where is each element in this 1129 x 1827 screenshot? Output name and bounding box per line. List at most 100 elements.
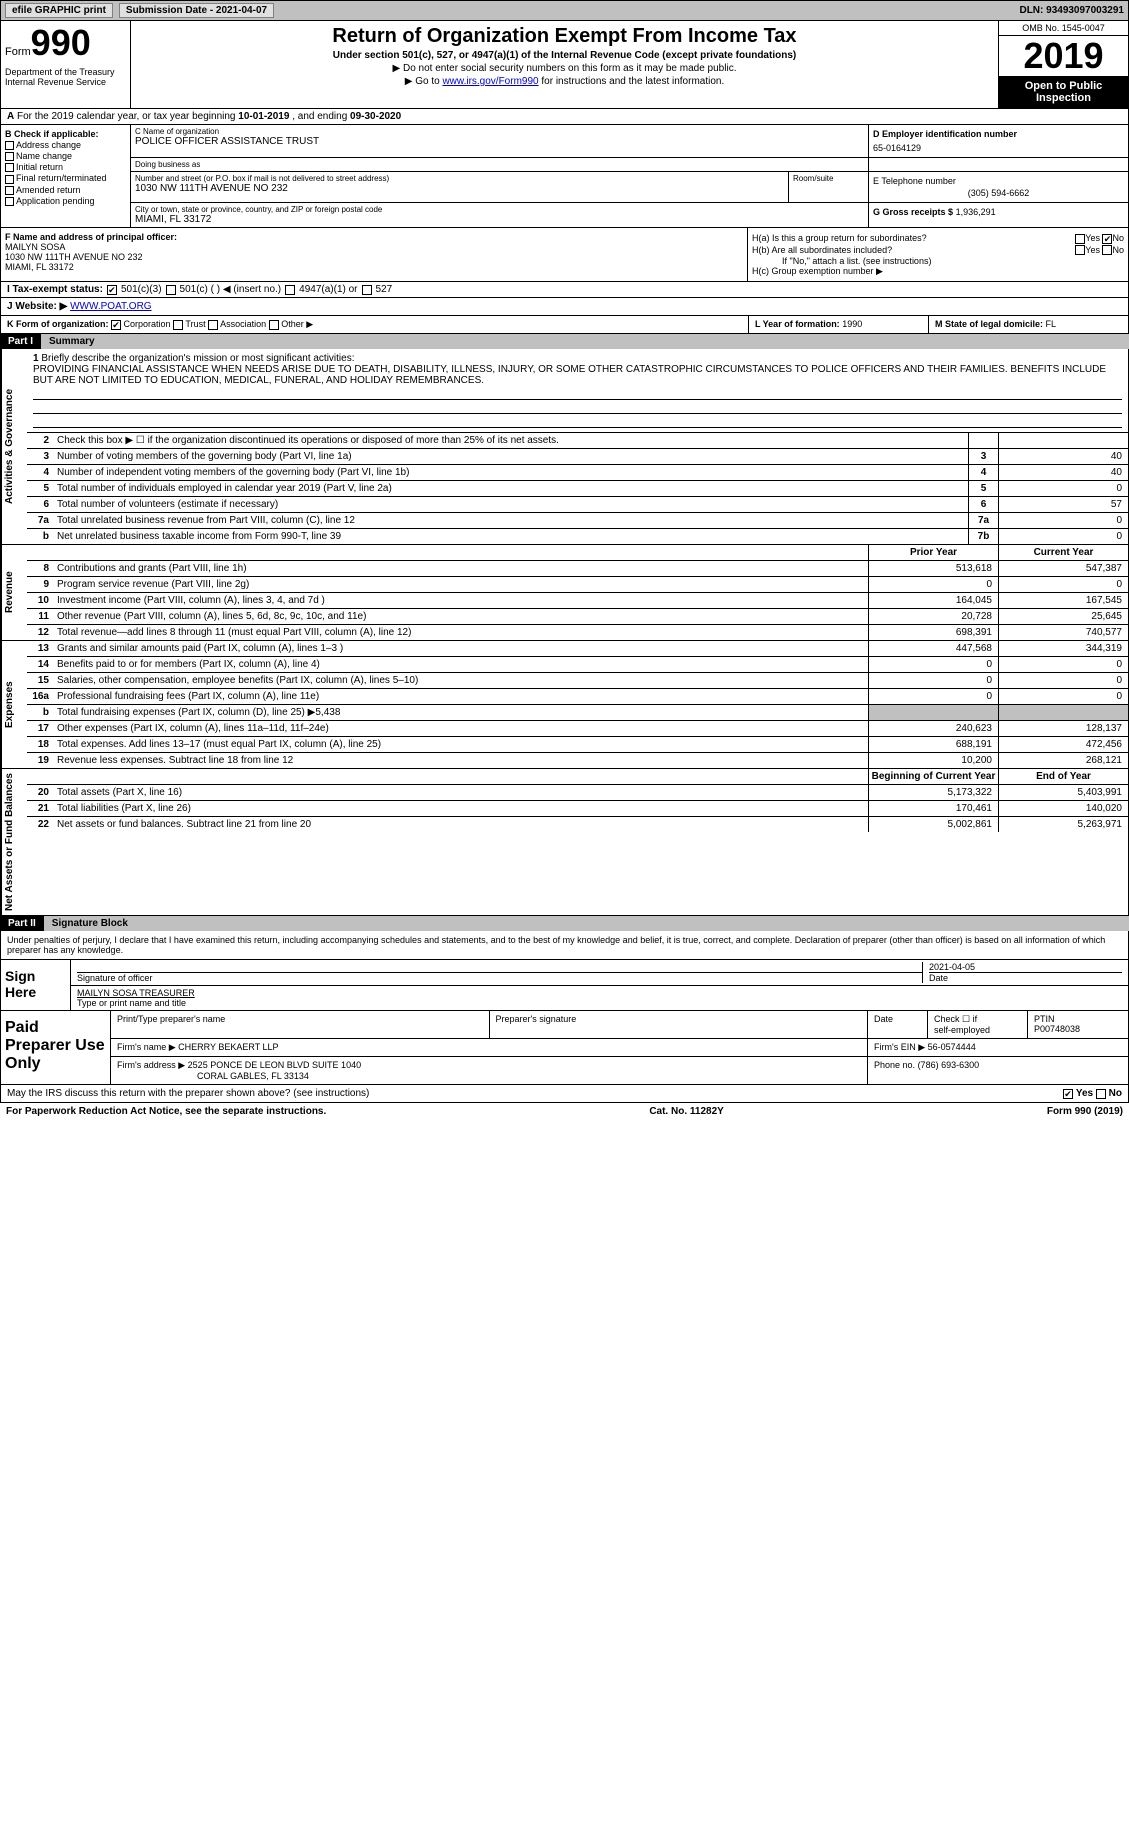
na-section: Net Assets or Fund Balances Beginning of… (0, 769, 1129, 916)
row-cy: 0 (998, 689, 1128, 704)
cb-app-pending[interactable]: Application pending (5, 196, 126, 206)
ha-yes[interactable] (1075, 234, 1085, 244)
note-link: ▶ Go to www.irs.gov/Form990 for instruct… (139, 76, 990, 87)
row-desc: Other revenue (Part VIII, column (A), li… (53, 609, 868, 624)
efile-button[interactable]: efile GRAPHIC print (5, 3, 113, 18)
ha-label: H(a) Is this a group return for subordin… (752, 233, 927, 244)
row-box (968, 433, 998, 448)
k-o2: Trust (185, 319, 205, 329)
i-527[interactable] (362, 285, 372, 295)
note-ssn: ▶ Do not enter social security numbers o… (139, 63, 990, 74)
hb-no[interactable] (1102, 245, 1112, 255)
f-addr1: 1030 NW 111TH AVENUE NO 232 (5, 252, 743, 262)
summary-row: 10 Investment income (Part VIII, column … (27, 593, 1128, 609)
cb-address-change[interactable]: Address change (5, 140, 126, 150)
discuss-no[interactable] (1096, 1089, 1106, 1099)
discuss-yes[interactable] (1063, 1089, 1073, 1099)
row-num: 18 (27, 737, 53, 752)
pra-notice: For Paperwork Reduction Act Notice, see … (6, 1106, 326, 1117)
row-city: City or town, state or province, country… (131, 203, 1128, 227)
k-o4: Other ▶ (281, 319, 313, 329)
cb-initial-return[interactable]: Initial return (5, 162, 126, 172)
part2-header: Part II Signature Block (0, 916, 1129, 931)
cb-label: Name change (16, 151, 72, 161)
row-num: 21 (27, 801, 53, 816)
part1-num: Part I (0, 334, 41, 349)
row-num: 9 (27, 577, 53, 592)
row-num: 12 (27, 625, 53, 640)
page-footer: For Paperwork Reduction Act Notice, see … (0, 1103, 1129, 1120)
top-toolbar: efile GRAPHIC print Submission Date - 20… (0, 0, 1129, 21)
phone-value: (305) 594-6662 (873, 188, 1124, 198)
addr-value: 1030 NW 111TH AVENUE NO 232 (135, 183, 784, 194)
row-cy: 25,645 (998, 609, 1128, 624)
k-other[interactable] (269, 320, 279, 330)
i-o2: 501(c) ( ) ◀ (insert no.) (180, 284, 282, 295)
row-num: 6 (27, 497, 53, 512)
summary-row: 19 Revenue less expenses. Subtract line … (27, 753, 1128, 768)
k-trust[interactable] (173, 320, 183, 330)
k-assoc[interactable] (208, 320, 218, 330)
line-a-begin: 10-01-2019 (238, 111, 289, 122)
row-num: 16a (27, 689, 53, 704)
summary-row: 2 Check this box ▶ ☐ if the organization… (27, 433, 1128, 449)
row-desc: Total assets (Part X, line 16) (53, 785, 868, 800)
row-desc: Check this box ▶ ☐ if the organization d… (53, 433, 968, 448)
row-cy: 0 (998, 657, 1128, 672)
prep-h3: Date (868, 1011, 928, 1038)
i-501c3[interactable] (107, 285, 117, 295)
row-py: 688,191 (868, 737, 998, 752)
row-cy (998, 705, 1128, 720)
hc-label: H(c) Group exemption number ▶ (752, 266, 1124, 277)
cb-amended[interactable]: Amended return (5, 185, 126, 195)
row-py: 698,391 (868, 625, 998, 640)
row-num: 14 (27, 657, 53, 672)
form-header: Form 990 Department of the Treasury Inte… (0, 21, 1129, 109)
row-desc: Professional fundraising fees (Part IX, … (53, 689, 868, 704)
row-py: 0 (868, 577, 998, 592)
title-box: Return of Organization Exempt From Incom… (131, 21, 998, 108)
vlabel-exp: Expenses (1, 641, 27, 768)
ha-no[interactable] (1102, 234, 1112, 244)
cy-hdr: Current Year (998, 545, 1128, 560)
firm-addr1: 2525 PONCE DE LEON BLVD SUITE 1040 (188, 1060, 361, 1070)
row-py (868, 705, 998, 720)
hb-yes[interactable] (1075, 245, 1085, 255)
row-py: 20,728 (868, 609, 998, 624)
row-py: 447,568 (868, 641, 998, 656)
i-o3: 4947(a)(1) or (299, 284, 357, 295)
row-num: 10 (27, 593, 53, 608)
row-num: 4 (27, 465, 53, 480)
prep-ptin: P00748038 (1034, 1024, 1080, 1034)
na-cy-hdr: End of Year (998, 769, 1128, 784)
vlabel-na: Net Assets or Fund Balances (1, 769, 27, 915)
f-label: F Name and address of principal officer: (5, 232, 743, 242)
rev-section: Revenue Prior Year Current Year 8 Contri… (0, 545, 1129, 641)
k-corp[interactable] (111, 320, 121, 330)
row-py: 5,002,861 (868, 817, 998, 832)
city-value: MIAMI, FL 33172 (135, 214, 864, 225)
row-val: 0 (998, 529, 1128, 544)
row-py: 513,618 (868, 561, 998, 576)
cb-label: Address change (16, 140, 81, 150)
ein-box: D Employer identification number 65-0164… (868, 125, 1128, 157)
cb-final-return[interactable]: Final return/terminated (5, 173, 126, 183)
subtitle: Under section 501(c), 527, or 4947(a)(1)… (139, 50, 990, 61)
cb-name-change[interactable]: Name change (5, 151, 126, 161)
cb-label: Initial return (16, 162, 63, 172)
gross-label: G Gross receipts $ (873, 207, 953, 217)
row-desc: Total unrelated business revenue from Pa… (53, 513, 968, 528)
row-desc: Total liabilities (Part X, line 26) (53, 801, 868, 816)
page-title: Return of Organization Exempt From Incom… (139, 25, 990, 48)
row-val: 0 (998, 481, 1128, 496)
irs-link[interactable]: www.irs.gov/Form990 (442, 76, 538, 87)
i-501c[interactable] (166, 285, 176, 295)
row-desc: Net unrelated business taxable income fr… (53, 529, 968, 544)
note2-pre: ▶ Go to (405, 76, 443, 87)
m-val: FL (1046, 319, 1057, 329)
i-o4: 527 (376, 284, 393, 295)
na-py-hdr: Beginning of Current Year (868, 769, 998, 784)
discuss-q: May the IRS discuss this return with the… (7, 1088, 369, 1099)
website-link[interactable]: WWW.POAT.ORG (70, 301, 151, 312)
i-4947[interactable] (285, 285, 295, 295)
